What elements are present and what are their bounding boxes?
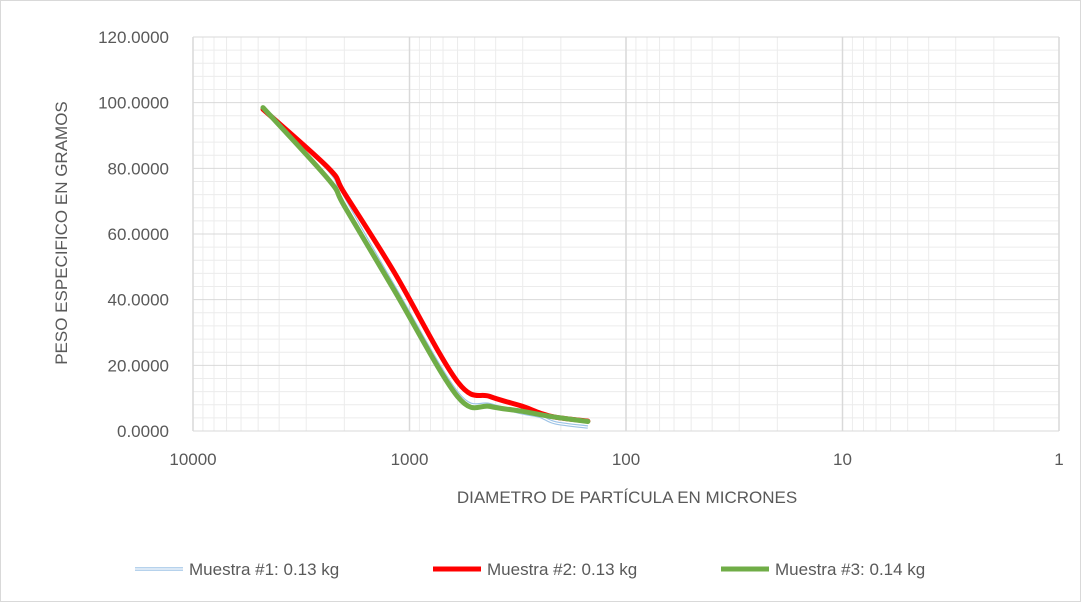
legend: Muestra #1: 0.13 kg Muestra #2: 0.13 kg Mu… <box>135 560 925 579</box>
x-tick-label: 100 <box>612 450 640 469</box>
y-tick-label: 80.0000 <box>108 159 169 178</box>
y-tick-label: 100.0000 <box>98 94 169 113</box>
x-tick-label: 1000 <box>391 450 429 469</box>
series-line-2 <box>260 106 591 424</box>
legend-label-2: Muestra #2: 0.13 kg <box>487 560 637 579</box>
y-tick-label: 120.0000 <box>98 28 169 47</box>
y-tick-label: 40.0000 <box>108 291 169 310</box>
series-layer <box>260 105 591 429</box>
x-tick-label: 10 <box>833 450 852 469</box>
y-tick-label: 0.0000 <box>117 422 169 441</box>
series-line-3 <box>260 105 591 424</box>
tick-layer: 0.0000 20.0000 40.0000 60.0000 80.0000 100.00… <box>98 28 1064 469</box>
y-tick-label: 20.0000 <box>108 356 169 375</box>
legend-label-1: Muestra #1: 0.13 kg <box>189 560 339 579</box>
y-axis-title: PESO ESPECIFICO EN GRAMOS <box>52 101 71 365</box>
x-tick-label: 10000 <box>169 450 216 469</box>
x-axis-title: DIAMETRO DE PARTÍCULA EN MICRONES <box>457 488 797 507</box>
x-tick-label: 1 <box>1054 450 1063 469</box>
y-tick-label: 60.0000 <box>108 225 169 244</box>
grid-layer <box>192 36 1060 432</box>
legend-label-3: Muestra #3: 0.14 kg <box>775 560 925 579</box>
